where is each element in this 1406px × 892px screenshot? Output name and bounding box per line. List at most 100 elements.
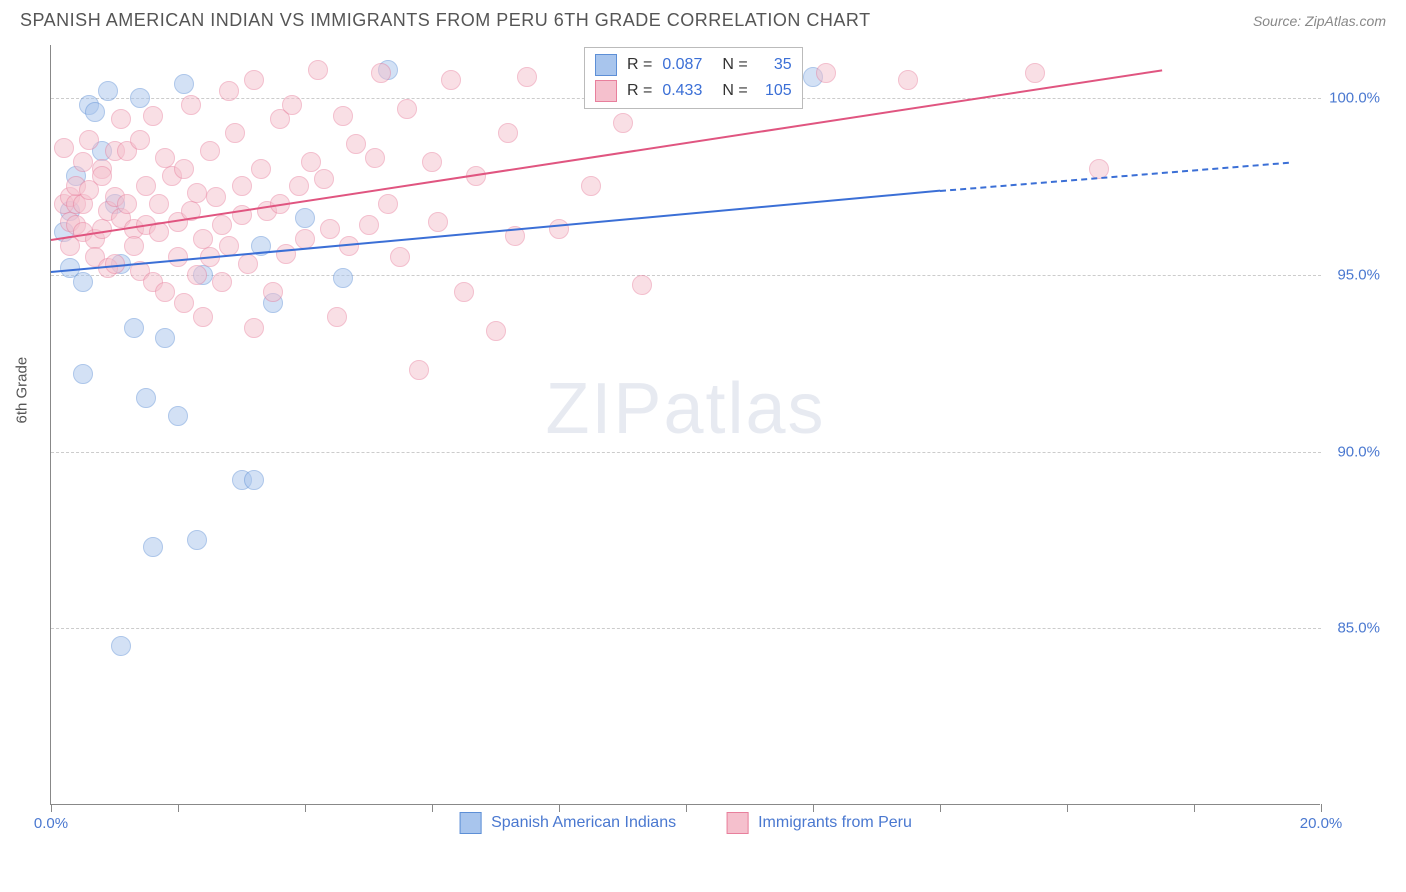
data-point [244, 470, 264, 490]
r-value: 0.433 [662, 82, 702, 100]
x-tick-label: 20.0% [1300, 815, 1343, 832]
r-label: R = [627, 56, 652, 74]
data-point [282, 95, 302, 115]
data-point [613, 113, 633, 133]
data-point [143, 537, 163, 557]
watermark-part1: ZIP [545, 369, 663, 449]
n-label: N = [722, 82, 747, 100]
data-point [117, 194, 137, 214]
data-point [333, 106, 353, 126]
data-point [320, 219, 340, 239]
data-point [232, 205, 252, 225]
data-point [130, 88, 150, 108]
data-point [111, 109, 131, 129]
watermark: ZIPatlas [545, 368, 825, 450]
data-point [581, 176, 601, 196]
stats-row: R =0.433N =105 [595, 78, 792, 104]
data-point [308, 60, 328, 80]
x-tick [1194, 804, 1195, 812]
data-point [174, 159, 194, 179]
data-point [98, 81, 118, 101]
bottom-legend: Spanish American Indians Immigrants from … [459, 812, 912, 834]
header: SPANISH AMERICAN INDIAN VS IMMIGRANTS FR… [0, 0, 1406, 39]
data-point [517, 67, 537, 87]
data-point [73, 152, 93, 172]
data-point [168, 406, 188, 426]
legend-swatch [459, 812, 481, 834]
x-tick [813, 804, 814, 812]
data-point [263, 282, 283, 302]
y-tick-label: 100.0% [1325, 90, 1380, 107]
data-point [193, 307, 213, 327]
x-tick [1321, 804, 1322, 812]
data-point [898, 70, 918, 90]
legend-item: Spanish American Indians [459, 812, 676, 834]
data-point [232, 176, 252, 196]
x-tick [432, 804, 433, 812]
data-point [225, 123, 245, 143]
data-point [124, 318, 144, 338]
data-point [174, 74, 194, 94]
data-point [124, 236, 144, 256]
data-point [244, 70, 264, 90]
data-point [79, 130, 99, 150]
data-point [73, 272, 93, 292]
data-point [187, 530, 207, 550]
data-point [206, 187, 226, 207]
data-point [181, 95, 201, 115]
plot-area: ZIPatlas 85.0%90.0%95.0%100.0%0.0%20.0%R… [50, 45, 1320, 805]
data-point [92, 166, 112, 186]
data-point [149, 194, 169, 214]
data-point [187, 265, 207, 285]
y-tick-label: 90.0% [1325, 443, 1380, 460]
series-swatch [595, 54, 617, 76]
data-point [111, 636, 131, 656]
x-tick-label: 0.0% [34, 815, 68, 832]
data-point [238, 254, 258, 274]
data-point [251, 159, 271, 179]
data-point [390, 247, 410, 267]
gridline-h [51, 452, 1321, 453]
data-point [454, 282, 474, 302]
data-point [549, 219, 569, 239]
data-point [301, 152, 321, 172]
data-point [73, 364, 93, 384]
data-point [187, 183, 207, 203]
data-point [486, 321, 506, 341]
legend-label: Immigrants from Peru [758, 814, 912, 832]
trend-line [940, 162, 1289, 192]
data-point [339, 236, 359, 256]
data-point [136, 388, 156, 408]
stats-row: R =0.087N =35 [595, 52, 792, 78]
x-tick [1067, 804, 1068, 812]
data-point [212, 215, 232, 235]
data-point [276, 244, 296, 264]
x-tick [686, 804, 687, 812]
x-tick [178, 804, 179, 812]
y-axis-label: 6th Grade [14, 357, 31, 424]
data-point [85, 102, 105, 122]
legend-swatch [726, 812, 748, 834]
r-label: R = [627, 82, 652, 100]
legend-label: Spanish American Indians [491, 814, 676, 832]
data-point [365, 148, 385, 168]
y-tick-label: 85.0% [1325, 620, 1380, 637]
x-tick [940, 804, 941, 812]
data-point [346, 134, 366, 154]
data-point [397, 99, 417, 119]
data-point [498, 123, 518, 143]
data-point [174, 293, 194, 313]
data-point [422, 152, 442, 172]
data-point [130, 130, 150, 150]
x-tick [305, 804, 306, 812]
source-attribution: Source: ZipAtlas.com [1253, 13, 1386, 29]
r-value: 0.087 [662, 56, 702, 74]
gridline-h [51, 275, 1321, 276]
data-point [441, 70, 461, 90]
data-point [1025, 63, 1045, 83]
data-point [244, 318, 264, 338]
chart-title: SPANISH AMERICAN INDIAN VS IMMIGRANTS FR… [20, 10, 871, 31]
chart-container: 6th Grade ZIPatlas 85.0%90.0%95.0%100.0%… [50, 45, 1380, 825]
data-point [359, 215, 379, 235]
data-point [200, 141, 220, 161]
